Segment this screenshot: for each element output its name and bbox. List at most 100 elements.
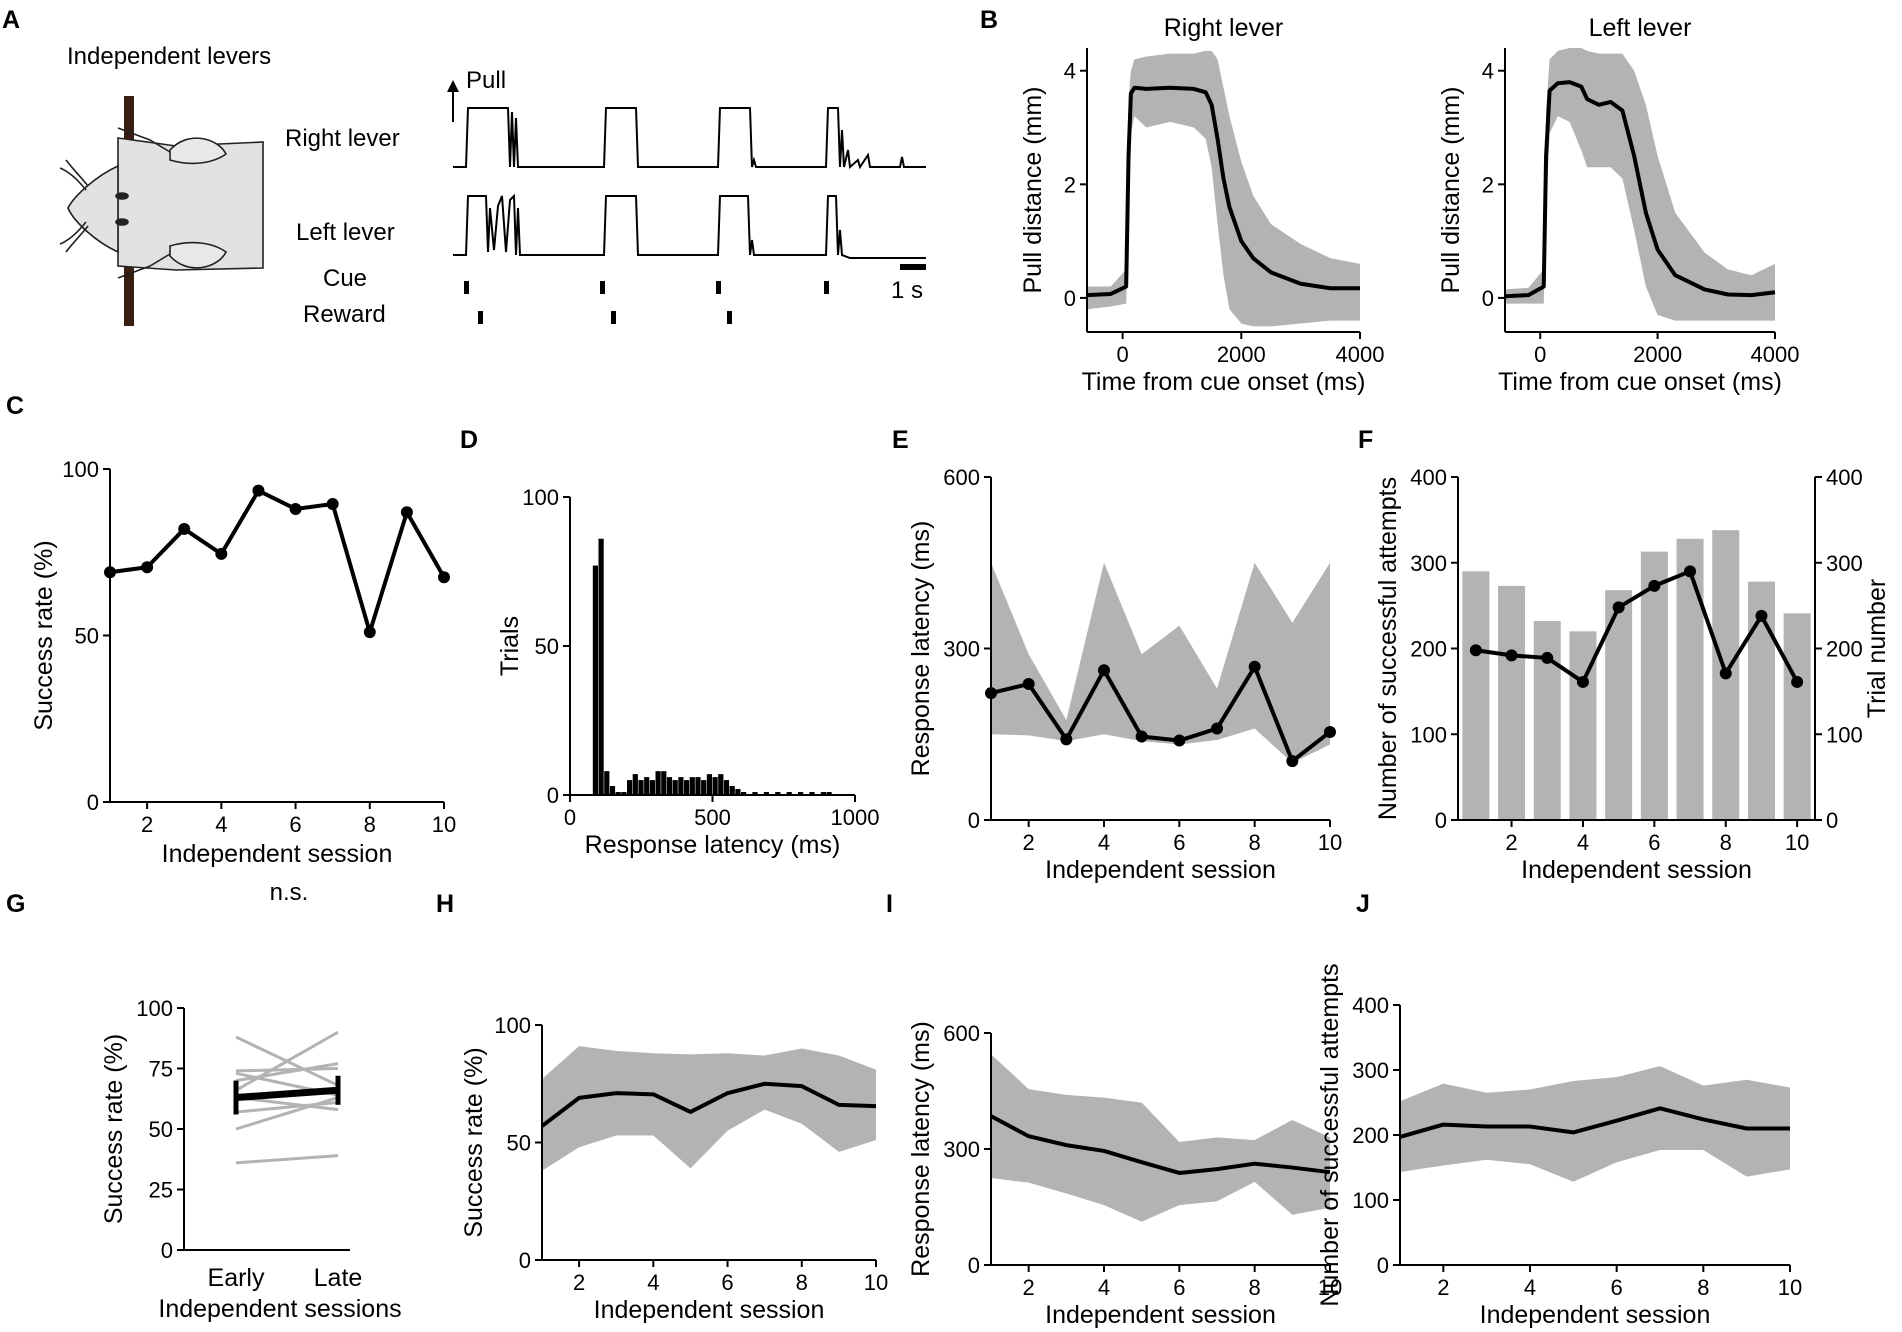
y-tick-label: 50 xyxy=(535,634,559,659)
panel-e-label: E xyxy=(892,426,909,454)
trial-number-bar xyxy=(1498,585,1526,820)
y-axis-label: Number of successful attempts xyxy=(1316,963,1344,1306)
x-tick-label: 8 xyxy=(1720,830,1732,855)
scale-bar-label: 1 s xyxy=(891,277,923,304)
subject-line xyxy=(235,1062,339,1083)
mouse-paw-bottom xyxy=(117,253,171,279)
histogram-bar xyxy=(701,780,707,795)
panel-g-label: G xyxy=(6,890,25,918)
chart-j-successful-attempts: 0 100 200 300 400 2 4 6 8 10 Independent session Nu… xyxy=(1316,963,1802,1329)
x-tick-label: 8 xyxy=(1697,1275,1709,1300)
histogram-bar xyxy=(786,792,792,795)
y-tick-label: 100 xyxy=(136,996,173,1021)
cue-tick xyxy=(716,281,721,294)
histogram-bar xyxy=(621,792,627,795)
y-axis-label: Pull distance (mm) xyxy=(1019,87,1047,294)
y-tick-label: 600 xyxy=(943,1021,980,1046)
panel-c-label: C xyxy=(6,392,24,420)
x-tick-label: 500 xyxy=(694,805,731,830)
x-tick-label: 0 xyxy=(1534,342,1546,367)
y-tick-label: 600 xyxy=(943,465,980,490)
x-axis-label: Independent session xyxy=(1045,1301,1276,1329)
x-tick-label: 2 xyxy=(141,812,153,837)
y2-tick-label: 300 xyxy=(1826,551,1863,576)
x-tick-label: 6 xyxy=(1173,830,1185,855)
right-lever-trace xyxy=(453,107,926,170)
cue-label: Cue xyxy=(323,265,367,292)
panel-a-title: Independent levers xyxy=(67,43,271,70)
data-point xyxy=(178,522,191,535)
subject-line xyxy=(235,1035,339,1087)
y-tick-label: 2 xyxy=(1064,172,1076,197)
histogram-bar xyxy=(735,789,741,795)
data-point xyxy=(1755,609,1768,622)
mean-line xyxy=(1475,569,1799,684)
data-point xyxy=(215,547,228,560)
data-point xyxy=(1060,733,1073,746)
x-tick-label: 10 xyxy=(432,812,456,837)
y-tick-label: 400 xyxy=(1410,465,1447,490)
subject-line xyxy=(235,1100,339,1114)
pull-label: Pull xyxy=(466,67,506,94)
x-tick-label: 2000 xyxy=(1217,342,1266,367)
data-point xyxy=(1576,675,1589,688)
reward-tick xyxy=(611,311,616,324)
data-point xyxy=(1211,722,1223,735)
y-tick-label: 400 xyxy=(1352,993,1389,1018)
trial-number-bar xyxy=(1640,551,1668,820)
x-tick-label: 4 xyxy=(1098,1275,1110,1300)
trial-number-bar xyxy=(1676,538,1704,820)
trial-number-bar xyxy=(1783,613,1811,820)
y-tick-label: 0 xyxy=(968,1253,980,1278)
x-tick-label: 4 xyxy=(647,1270,659,1295)
scale-bar xyxy=(900,264,926,270)
data-point xyxy=(363,626,376,639)
data-point xyxy=(1286,755,1299,768)
x-tick-label: 2000 xyxy=(1633,342,1682,367)
x-category-label: Early xyxy=(208,1264,265,1292)
whiskers xyxy=(59,159,89,253)
y-tick-label: 0 xyxy=(1064,286,1076,311)
x-tick-label: 2 xyxy=(1437,1275,1449,1300)
data-point xyxy=(1541,651,1554,664)
y-tick-label: 100 xyxy=(1410,722,1447,747)
x-tick-label: 6 xyxy=(1173,1275,1185,1300)
y-tick-label: 300 xyxy=(943,1137,980,1162)
mouse-eye-top xyxy=(115,192,129,200)
x-axis-label: Time from cue onset (ms) xyxy=(1498,368,1782,396)
x-tick-label: 6 xyxy=(721,1270,733,1295)
y-tick-label: 4 xyxy=(1064,59,1076,84)
x-tick-label: 2 xyxy=(1505,830,1517,855)
y-tick-label: 0 xyxy=(87,790,99,815)
x-tick-label: 10 xyxy=(1318,830,1342,855)
error-band xyxy=(1400,1066,1790,1182)
histogram-bar xyxy=(820,792,826,795)
y-tick-label: 100 xyxy=(522,485,559,510)
x-tick-label: 4 xyxy=(1577,830,1589,855)
histogram-bar xyxy=(604,771,610,795)
error-band xyxy=(991,562,1330,763)
histogram-bar xyxy=(712,777,718,795)
data-point xyxy=(1612,601,1625,614)
x-tick-label: 8 xyxy=(1249,830,1261,855)
mean-line xyxy=(1504,80,1776,299)
x-tick-label: 10 xyxy=(1785,830,1809,855)
mouse-eye-bottom xyxy=(115,218,129,226)
x-axis-label: Independent session xyxy=(162,840,393,868)
left-lever-label: Left lever xyxy=(296,219,395,246)
x-axis-label: Independent session xyxy=(1521,856,1752,884)
x-axis-label: Independent sessions xyxy=(158,1295,401,1323)
data-point xyxy=(400,506,413,519)
y-tick-label: 300 xyxy=(1410,551,1447,576)
mean-line xyxy=(990,664,1332,764)
data-point xyxy=(141,561,154,574)
histogram-bar xyxy=(689,777,695,795)
cue-ticks xyxy=(464,281,829,294)
data-point xyxy=(1022,677,1035,690)
x-tick-label: 6 xyxy=(289,812,301,837)
x-tick-label: 4 xyxy=(215,812,227,837)
chart-h-success-rate: 0 50 100 2 4 6 8 10 Independent session Success r… xyxy=(460,1013,888,1324)
